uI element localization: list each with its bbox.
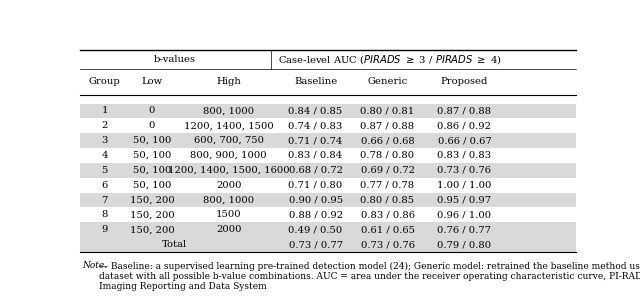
Text: 0.86 / 0.92: 0.86 / 0.92 [437,121,492,130]
Text: 8: 8 [102,210,108,219]
FancyBboxPatch shape [80,192,576,207]
Text: 0.88 / 0.92: 0.88 / 0.92 [289,210,342,219]
Text: 1500: 1500 [216,210,242,219]
Text: 0.49 / 0.50: 0.49 / 0.50 [289,225,343,234]
Text: 0: 0 [148,106,155,115]
Text: 9: 9 [102,225,108,234]
Text: 0.84 / 0.85: 0.84 / 0.85 [289,106,343,115]
Text: 1.00 / 1.00: 1.00 / 1.00 [437,181,492,190]
FancyBboxPatch shape [80,222,576,237]
Text: 2000: 2000 [216,181,241,190]
Text: Low: Low [141,77,163,87]
Text: Baseline: Baseline [294,77,337,87]
Text: 0: 0 [148,121,155,130]
Text: 0.87 / 0.88: 0.87 / 0.88 [360,121,415,130]
FancyBboxPatch shape [80,103,576,118]
Text: 6: 6 [102,181,108,190]
Text: 50, 100: 50, 100 [132,136,171,145]
Text: 5: 5 [102,166,108,175]
Text: 0.74 / 0.83: 0.74 / 0.83 [289,121,343,130]
Text: 0.76 / 0.77: 0.76 / 0.77 [437,225,492,234]
Text: Case-level AUC ($\it{PIRADS}$ $\geq$ 3 / $\it{PIRADS}$ $\geq$ 4): Case-level AUC ($\it{PIRADS}$ $\geq$ 3 /… [278,53,502,65]
Text: 0.73 / 0.76: 0.73 / 0.76 [437,166,492,175]
Text: 0.79 / 0.80: 0.79 / 0.80 [437,240,492,249]
FancyBboxPatch shape [80,163,576,178]
Text: Group: Group [89,77,121,87]
Text: 0.80 / 0.81: 0.80 / 0.81 [360,106,415,115]
Text: 0.66 / 0.68: 0.66 / 0.68 [361,136,414,145]
Text: 150, 200: 150, 200 [129,225,174,234]
Text: 3: 3 [102,136,108,145]
Text: 800, 1000: 800, 1000 [204,106,254,115]
Text: 0.69 / 0.72: 0.69 / 0.72 [360,166,415,175]
Text: 0.61 / 0.65: 0.61 / 0.65 [360,225,415,234]
Text: 2000: 2000 [216,225,241,234]
Text: 0.77 / 0.78: 0.77 / 0.78 [360,181,415,190]
Text: 4: 4 [102,151,108,160]
Text: 0.66 / 0.67: 0.66 / 0.67 [438,136,492,145]
Text: b-values: b-values [153,54,195,64]
Text: 0.83 / 0.86: 0.83 / 0.86 [360,210,415,219]
Text: 0.83 / 0.83: 0.83 / 0.83 [437,151,492,160]
Text: Total: Total [162,240,187,249]
Text: 0.73 / 0.76: 0.73 / 0.76 [360,240,415,249]
Text: 50, 100: 50, 100 [132,151,171,160]
Text: 800, 1000: 800, 1000 [204,196,254,204]
FancyBboxPatch shape [80,237,576,252]
Text: 0.80 / 0.85: 0.80 / 0.85 [360,196,415,204]
Text: Generic: Generic [367,77,408,87]
Text: 0.71 / 0.74: 0.71 / 0.74 [289,136,343,145]
Text: 1: 1 [102,106,108,115]
Text: — Baseline: a supervised learning pre-trained detection model (24); Generic mode: — Baseline: a supervised learning pre-tr… [99,261,640,291]
Text: 0.87 / 0.88: 0.87 / 0.88 [437,106,492,115]
Text: 2: 2 [102,121,108,130]
Text: 50, 100: 50, 100 [132,181,171,190]
Text: 800, 900, 1000: 800, 900, 1000 [191,151,267,160]
Text: 1200, 1400, 1500, 1600: 1200, 1400, 1500, 1600 [168,166,290,175]
FancyBboxPatch shape [80,133,576,148]
Text: 0.71 / 0.80: 0.71 / 0.80 [289,181,343,190]
Text: 50, 100: 50, 100 [132,166,171,175]
Text: Note.: Note. [83,261,108,271]
Text: 0.90 / 0.95: 0.90 / 0.95 [289,196,342,204]
Text: 0.96 / 1.00: 0.96 / 1.00 [437,210,492,219]
Text: 1200, 1400, 1500: 1200, 1400, 1500 [184,121,274,130]
Text: 7: 7 [102,196,108,204]
Text: 0.73 / 0.77: 0.73 / 0.77 [289,240,342,249]
Text: High: High [216,77,241,87]
Text: 0.83 / 0.84: 0.83 / 0.84 [289,151,343,160]
Text: 0.68 / 0.72: 0.68 / 0.72 [289,166,342,175]
Text: Proposed: Proposed [441,77,488,87]
Text: 0.78 / 0.80: 0.78 / 0.80 [360,151,415,160]
Text: 150, 200: 150, 200 [129,196,174,204]
Text: 600, 700, 750: 600, 700, 750 [194,136,264,145]
Text: 0.95 / 0.97: 0.95 / 0.97 [437,196,492,204]
Text: 150, 200: 150, 200 [129,210,174,219]
